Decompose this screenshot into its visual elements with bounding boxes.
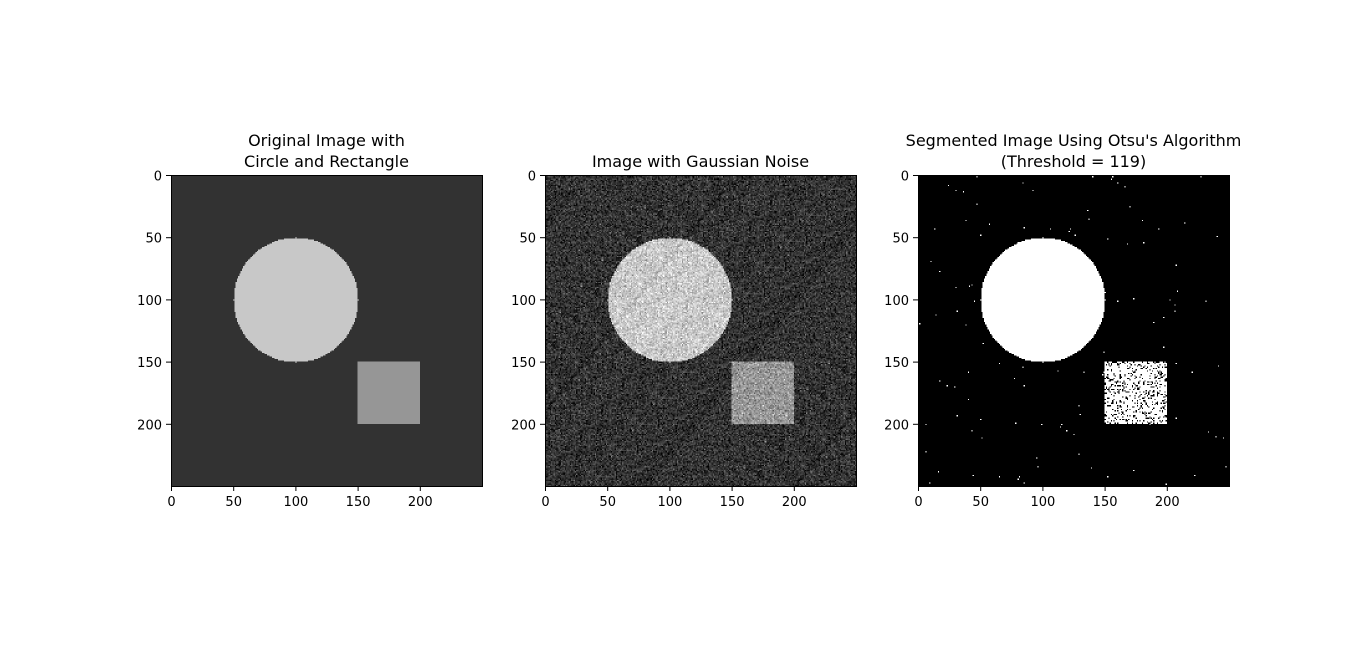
x-tick-label: 200 xyxy=(782,495,807,510)
panel-title-line: Original Image with xyxy=(248,131,405,150)
x-tick-label: 0 xyxy=(167,495,175,510)
x-tick-label: 100 xyxy=(657,495,682,510)
y-tick-label: 100 xyxy=(884,294,909,309)
y-tick-label: 200 xyxy=(137,418,162,433)
x-tick-label: 50 xyxy=(225,495,242,510)
x-tick-label: 200 xyxy=(1155,495,1180,510)
x-tick-label: 150 xyxy=(1093,495,1118,510)
image-raster xyxy=(918,175,1229,486)
y-tick-label: 50 xyxy=(145,232,162,247)
panel-title-line: Segmented Image Using Otsu's Algorithm xyxy=(906,131,1242,150)
y-tick-label: 100 xyxy=(137,294,162,309)
x-tick-label: 200 xyxy=(408,495,433,510)
y-tick-label: 0 xyxy=(154,170,162,185)
x-tick-label: 150 xyxy=(346,495,371,510)
y-tick-label: 150 xyxy=(511,356,536,371)
x-tick-label: 0 xyxy=(541,495,549,510)
y-tick-label: 200 xyxy=(884,418,909,433)
x-tick-label: 100 xyxy=(283,495,308,510)
image-raster xyxy=(171,175,482,486)
panel-title-line: (Threshold = 119) xyxy=(1001,152,1146,171)
y-tick-label: 150 xyxy=(137,356,162,371)
y-tick-label: 0 xyxy=(528,170,536,185)
panel-1: Original Image with Circle and Rectangle 0… xyxy=(137,131,483,510)
panel-title-line: Image with Gaussian Noise xyxy=(592,152,809,171)
y-tick-label: 50 xyxy=(519,232,536,247)
y-tick-label: 200 xyxy=(511,418,536,433)
y-tick-label: 50 xyxy=(892,232,909,247)
image-raster xyxy=(545,175,856,486)
panel-title-line: Circle and Rectangle xyxy=(244,152,409,171)
axes-frame xyxy=(918,175,1230,487)
x-tick-label: 0 xyxy=(914,495,922,510)
axes-frame xyxy=(545,175,857,487)
x-tick-label: 50 xyxy=(972,495,989,510)
y-tick-label: 150 xyxy=(884,356,909,371)
y-tick-label: 100 xyxy=(511,294,536,309)
x-tick-label: 50 xyxy=(599,495,616,510)
x-tick-label: 150 xyxy=(720,495,745,510)
panel-3: Segmented Image Using Otsu's Algorithm (T… xyxy=(884,131,1241,510)
x-tick-label: 100 xyxy=(1030,495,1055,510)
axes-frame xyxy=(171,175,483,487)
y-tick-label: 0 xyxy=(901,170,909,185)
panel-2: Image with Gaussian Noise 0 50 100 150 200 0 50… xyxy=(511,152,857,510)
